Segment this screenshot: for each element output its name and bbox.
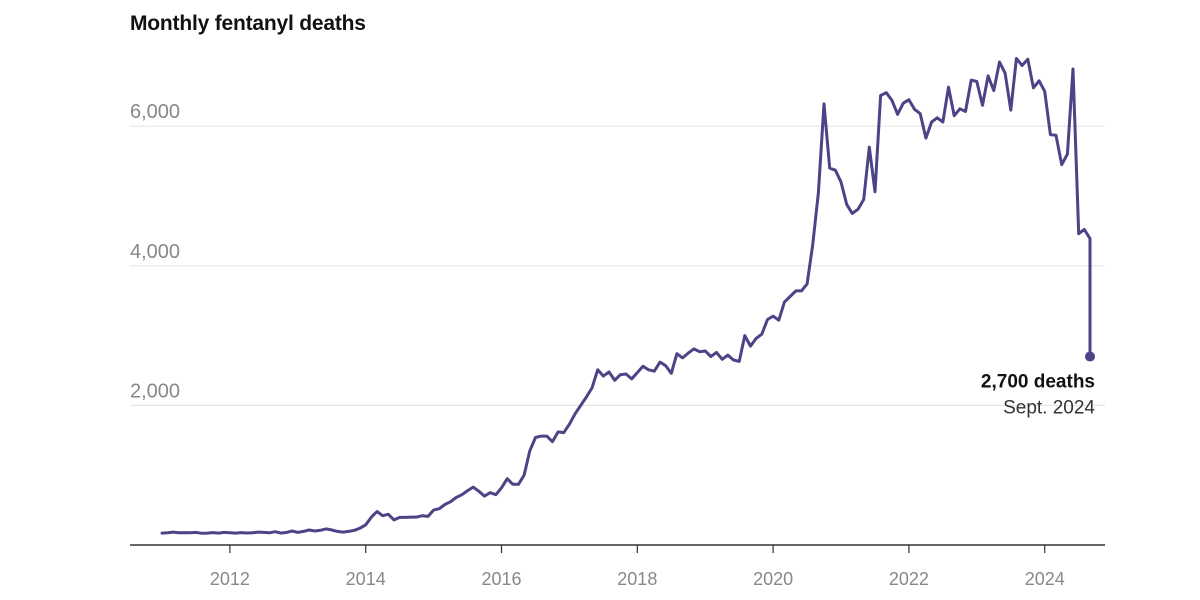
x-tick-label: 2018: [617, 569, 657, 589]
x-tick-label: 2022: [889, 569, 929, 589]
grid-lines: [130, 125, 1105, 406]
x-tick-label: 2014: [346, 569, 386, 589]
x-tick-label: 2020: [753, 569, 793, 589]
y-tick-label: 2,000: [130, 380, 180, 402]
annotation-date-label: Sept. 2024: [1003, 398, 1095, 419]
end-point-marker: [1085, 351, 1095, 362]
x-tick-label: 2012: [210, 569, 250, 589]
end-annotation: 2,700 deaths Sept. 2024: [981, 372, 1096, 419]
x-axis: 2012 2014 2016 2018 2020 2022 2024: [130, 544, 1105, 589]
chart-title: Monthly fentanyl deaths: [130, 12, 366, 35]
y-tick-label: 4,000: [130, 241, 180, 263]
series-group: [160, 57, 1095, 535]
x-tick-label: 2024: [1025, 569, 1065, 589]
series-line: [160, 57, 1092, 535]
x-tick-label: 2016: [481, 569, 521, 589]
annotation-value-label: 2,700 deaths: [981, 372, 1095, 393]
y-axis-ticks: 2,000 4,000 6,000: [130, 101, 180, 402]
y-tick-label: 6,000: [130, 101, 180, 123]
